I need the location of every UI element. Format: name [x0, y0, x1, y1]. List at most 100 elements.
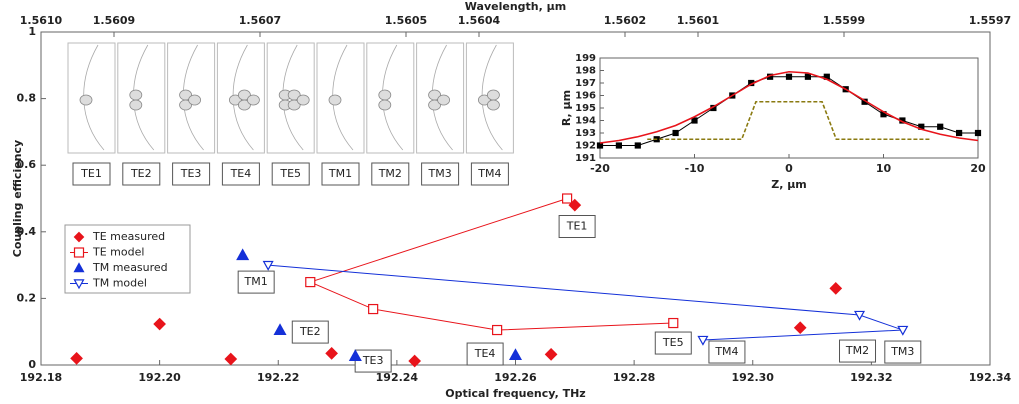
marker	[236, 248, 250, 261]
legend-marker	[73, 262, 85, 273]
marker	[273, 323, 287, 336]
marker	[368, 303, 379, 315]
inset-y-tick-label: 191	[575, 153, 596, 164]
x-tick-label: 192.26	[494, 371, 537, 384]
mode-lobe	[129, 99, 143, 111]
x2-tick-label: 1.5599	[823, 14, 865, 27]
mode-lobe	[378, 99, 392, 111]
legend-label: TE measured	[92, 230, 165, 243]
point-label-box	[291, 320, 329, 344]
point-label: TM2	[845, 344, 869, 357]
x-tick-label: 192.22	[257, 371, 299, 384]
inset-x-tick-label: -20	[590, 162, 610, 175]
marker	[804, 73, 812, 80]
inset-line	[647, 100, 931, 141]
point-label-box	[839, 339, 877, 363]
mode-label-box	[371, 162, 410, 186]
y-tick-label: 1	[28, 25, 36, 38]
legend-marker	[73, 279, 85, 290]
legend-box	[64, 224, 191, 294]
mode-label: TM1	[328, 167, 352, 180]
inset-line	[599, 70, 979, 144]
inset-y-title: R, µm	[560, 90, 573, 126]
inset-x-tick-label: 10	[876, 162, 892, 175]
point-label: TM4	[714, 345, 738, 358]
x2-tick-label: 1.5610	[20, 14, 63, 27]
mode-lobe	[486, 89, 500, 101]
point-label-box	[708, 340, 746, 364]
x-tick-label: 192.30	[732, 371, 775, 384]
x-tick-label: 192.18	[20, 371, 62, 384]
mode-label: TM4	[477, 167, 501, 180]
x2-tick-label: 1.5601	[677, 14, 719, 27]
x-tick-label: 192.24	[376, 371, 419, 384]
x2-tick-label: 1.5609	[93, 14, 135, 27]
marker	[615, 142, 623, 149]
point-label: TE1	[566, 220, 588, 233]
mode-lobe	[228, 94, 242, 106]
series-line	[268, 264, 903, 341]
point-label: TM3	[890, 345, 914, 358]
mode-label-box	[72, 162, 111, 186]
mode-lobe	[378, 89, 392, 101]
point-label: TE4	[474, 347, 496, 360]
mode-label: TM2	[378, 167, 402, 180]
y-tick-label: 0.8	[17, 92, 37, 105]
legend-label: TM measured	[92, 261, 168, 274]
marker	[562, 193, 573, 204]
mode-label: TE3	[180, 167, 202, 180]
marker	[544, 347, 558, 361]
marker	[672, 129, 679, 137]
marker	[634, 142, 641, 149]
mode-lobe	[328, 94, 342, 106]
mode-lobe	[79, 94, 93, 106]
mode-label-box	[271, 162, 310, 186]
x2-tick-label: 1.5602	[604, 14, 646, 27]
inset-x-tick-label: 0	[785, 162, 793, 175]
mode-label: TE4	[230, 167, 252, 180]
mode-lobe	[129, 89, 143, 101]
marker	[691, 117, 698, 124]
mode-label: TE5	[279, 167, 301, 180]
inset-y-tick-label: 194	[575, 116, 596, 127]
inset-y-tick-label: 197	[575, 78, 596, 89]
mode-label: TM3	[427, 167, 451, 180]
marker	[70, 351, 83, 365]
mode-lobe	[437, 94, 451, 106]
x2-tick-label: 1.5597	[969, 14, 1011, 27]
marker	[325, 346, 338, 360]
y-tick-label: 0.2	[17, 291, 37, 304]
y-tick-label: 0.6	[17, 158, 37, 171]
x2-axis-title: Wavelength, µm	[465, 0, 566, 13]
marker	[974, 129, 982, 137]
mode-label-box	[421, 162, 460, 186]
mode-label: TE1	[80, 167, 102, 180]
marker	[262, 260, 274, 271]
point-label: TE5	[662, 336, 684, 349]
y-tick-label: 0.4	[17, 225, 37, 238]
marker	[793, 321, 807, 335]
point-label-box	[466, 342, 504, 366]
mode-lobe	[428, 99, 442, 111]
x-tick-label: 192.28	[613, 371, 655, 384]
legend-label: TM model	[92, 277, 147, 290]
x2-tick-label: 1.5605	[385, 14, 427, 27]
marker	[408, 354, 422, 368]
marker	[785, 73, 793, 80]
marker	[348, 349, 362, 362]
mode-label-box	[221, 162, 260, 186]
inset-y-tick-label: 198	[575, 66, 596, 77]
point-label: TE2	[299, 325, 321, 338]
inset-x-title: Z, µm	[771, 178, 807, 191]
x-axis-title: Optical frequency, THz	[445, 387, 585, 400]
mode-lobe	[486, 99, 500, 111]
inset-x-tick-label: -10	[685, 162, 705, 175]
mode-lobe	[237, 99, 251, 111]
marker	[853, 310, 866, 321]
marker	[492, 324, 503, 336]
inset-y-tick-label: 195	[575, 103, 596, 114]
marker	[937, 123, 944, 130]
x-tick-label: 192.34	[969, 371, 1012, 384]
marker	[153, 317, 166, 331]
